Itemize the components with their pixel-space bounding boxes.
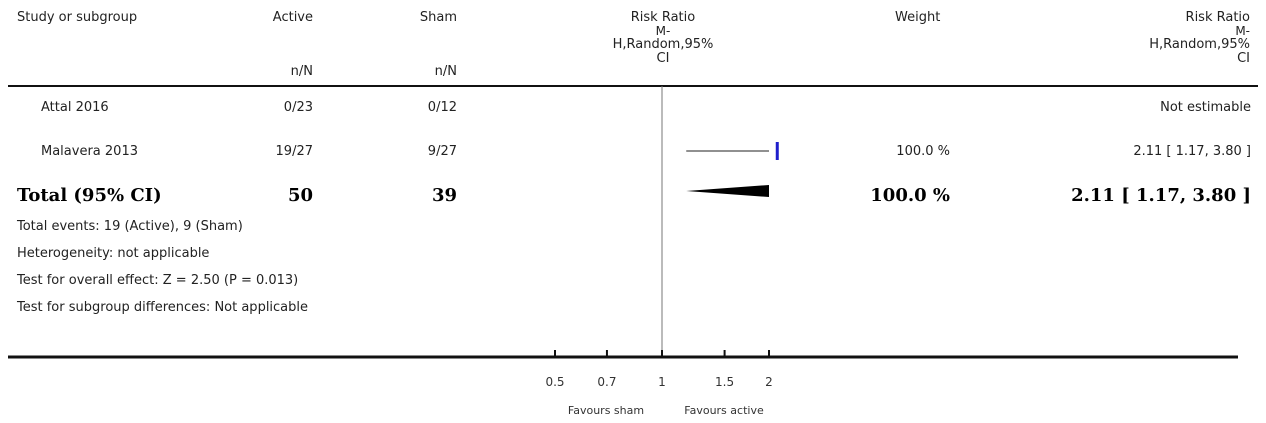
total-diamond xyxy=(686,185,769,197)
axis-tick-label: 1.5 xyxy=(715,375,734,389)
axis-tick-label: 2 xyxy=(765,375,773,389)
point-estimate xyxy=(776,142,779,160)
axis-tick-label: 0.7 xyxy=(597,375,616,389)
axis-tick-label: 1 xyxy=(658,375,666,389)
favours-left-label: Favours sham xyxy=(568,404,644,417)
favours-right-label: Favours active xyxy=(684,404,764,417)
plot-marks xyxy=(686,142,779,197)
axis-tick-label: 0.5 xyxy=(545,375,564,389)
